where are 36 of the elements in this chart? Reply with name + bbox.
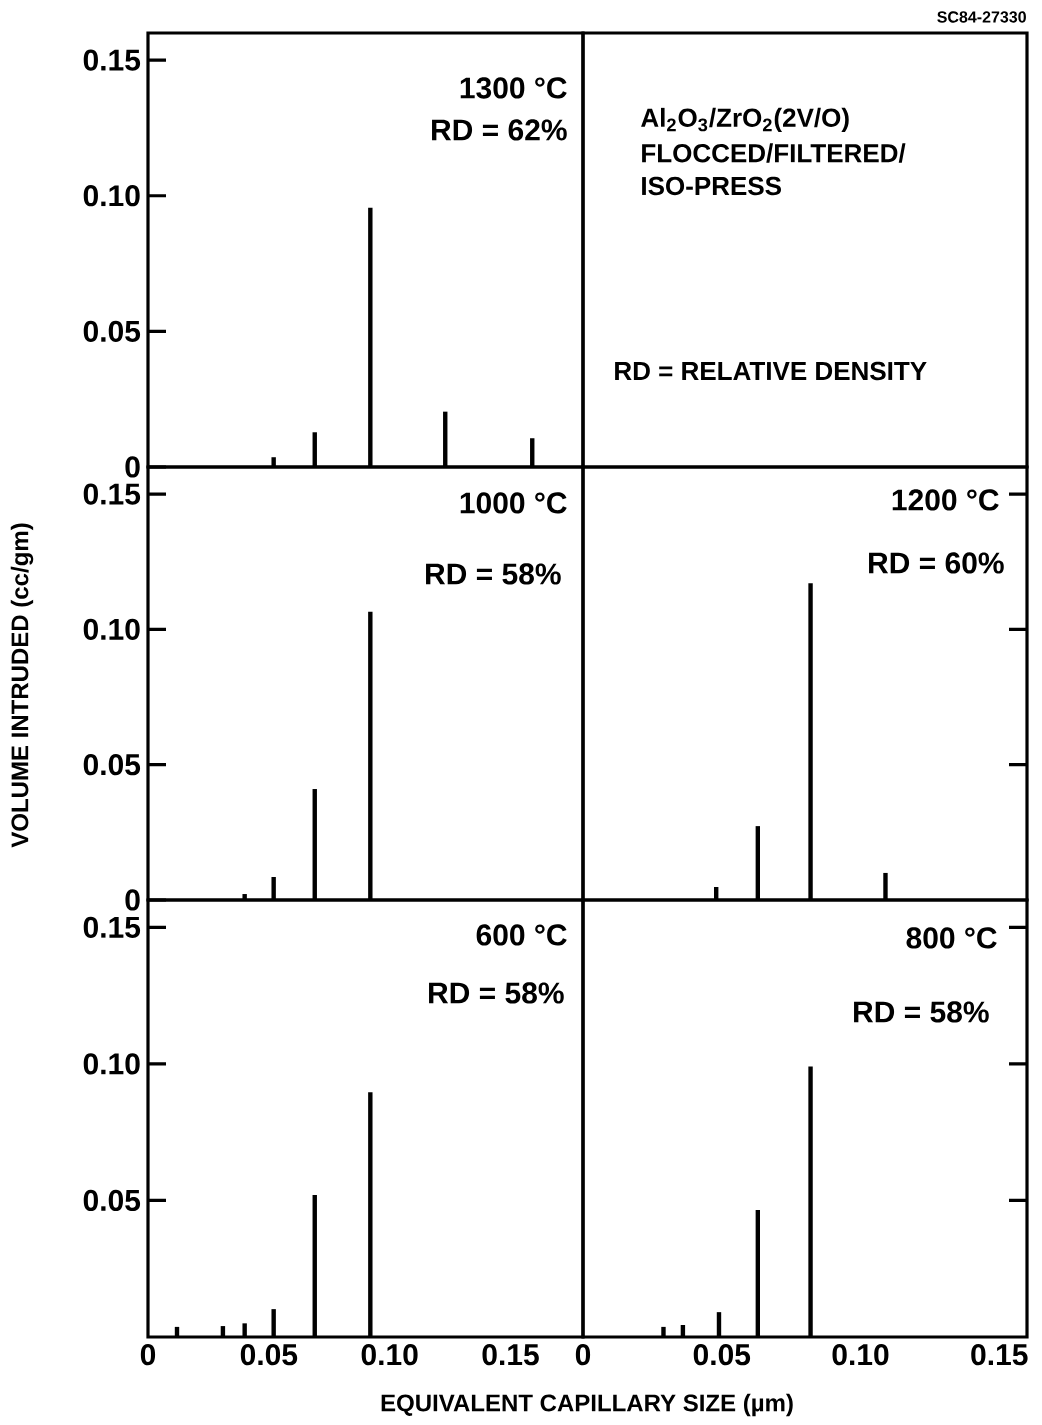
y-tick-label: 0.05: [83, 754, 141, 776]
y-tick-label: 0: [125, 456, 140, 478]
text: FLOCCED/FILTERED/: [642, 143, 906, 163]
annotation: RD = 58%: [429, 982, 564, 1004]
annotation: 800 °C: [906, 927, 997, 949]
x-tick-label: 0: [140, 1344, 156, 1366]
x-tick-label: 0.15: [971, 1344, 1028, 1366]
y-tick-label: 0.10: [83, 618, 140, 640]
annotation: 1300 °C: [460, 77, 567, 99]
annotation: 600 °C: [476, 924, 567, 946]
text: Al$_{2}$O$_{3}$/ZrO$_{2}$(2V/O): [641, 107, 849, 133]
y-tick-label: 0.05: [83, 320, 141, 342]
y-tick-label: 0.05: [83, 1189, 141, 1212]
x-tick-label: 0.10: [361, 1344, 418, 1366]
y-tick-label: 0.15: [83, 916, 141, 938]
x-tick-label: 0.05: [693, 1344, 751, 1366]
text: ISO-PRESS: [642, 176, 781, 196]
annotation: 1200 °C: [892, 489, 999, 511]
y-tick-label: 0.15: [83, 49, 141, 71]
annotation: 1000 °C: [460, 492, 567, 514]
y-axis-title: VOLUME INTRUDED (cc/gm): [10, 523, 34, 848]
text: SC84-27330: [937, 11, 1026, 23]
annotation: RD = 58%: [854, 1001, 989, 1023]
x-tick-label: 0.10: [832, 1344, 889, 1366]
y-tick-label: 0.10: [83, 1053, 140, 1075]
x-axis-title: EQUIVALENT CAPILLARY SIZE (µm): [381, 1393, 793, 1417]
y-tick-label: 0.15: [83, 483, 141, 505]
y-tick-label: 0.10: [83, 185, 140, 207]
annotation: RD = 60%: [869, 552, 1004, 574]
x-tick-label: 0: [575, 1344, 591, 1366]
x-tick-label: 0.15: [482, 1344, 539, 1366]
text: RD = RELATIVE DENSITY: [615, 361, 927, 381]
annotation: RD = 62%: [432, 119, 567, 141]
annotation: RD = 58%: [426, 563, 561, 585]
x-tick-label: 0.05: [240, 1344, 298, 1366]
y-tick-label: 0: [125, 889, 140, 911]
